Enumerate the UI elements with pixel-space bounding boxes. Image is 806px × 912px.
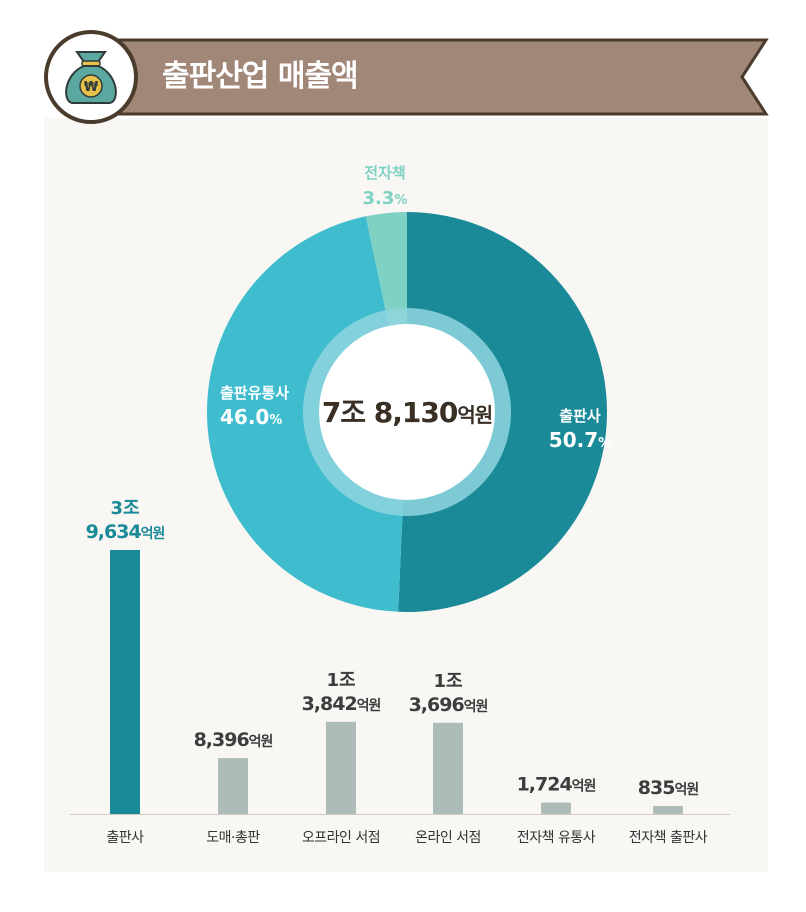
- bar-value-prefix-2: 1조: [326, 670, 355, 691]
- bar-2: [326, 721, 356, 814]
- bar-value-label-2: 3,842억원: [302, 693, 381, 715]
- bar-5: [653, 806, 683, 814]
- bar-value-label-3: 3,696억원: [409, 694, 488, 716]
- page-title: 출판산업 매출액: [162, 59, 359, 94]
- svg-text:₩: ₩: [84, 80, 99, 95]
- slice-percent-0: 50.7%: [549, 428, 611, 452]
- bar-3: [433, 722, 463, 814]
- bar-category-label-4: 전자책 유통사: [517, 830, 596, 846]
- bar-value-prefix-3: 1조: [433, 671, 462, 692]
- bar-1: [218, 758, 248, 814]
- bar-value-label-4: 1,724억원: [517, 774, 596, 796]
- slice-label-0: 출판사: [559, 407, 601, 425]
- slice-label-2: 전자책: [364, 164, 405, 182]
- bar-category-label-0: 출판사: [106, 830, 144, 846]
- bar-category-label-5: 전자책 출판사: [629, 830, 708, 846]
- bar-value-label-0: 9,634억원: [86, 521, 165, 543]
- donut-hole: [319, 324, 495, 500]
- slice-label-1: 출판유통사: [220, 384, 289, 402]
- donut-center-label: 7조 8,130억원: [322, 396, 492, 429]
- money-bag-icon: ₩: [65, 51, 117, 104]
- bar-category-label-1: 도매·총판: [206, 830, 260, 846]
- slice-percent-2: 3.3%: [363, 188, 408, 209]
- bar-value-prefix-0: 3조: [110, 498, 139, 519]
- bar-category-label-2: 오프라인 서점: [302, 830, 380, 846]
- bar-value-label-5: 835억원: [638, 777, 699, 799]
- title-banner: ₩: [44, 30, 769, 124]
- bar-4: [541, 802, 571, 814]
- slice-percent-1: 46.0%: [220, 405, 282, 429]
- bar-value-label-1: 8,396억원: [194, 729, 273, 751]
- donut-chart: [206, 212, 607, 612]
- bar-0: [110, 550, 140, 814]
- bar-category-label-3: 온라인 서점: [415, 830, 481, 846]
